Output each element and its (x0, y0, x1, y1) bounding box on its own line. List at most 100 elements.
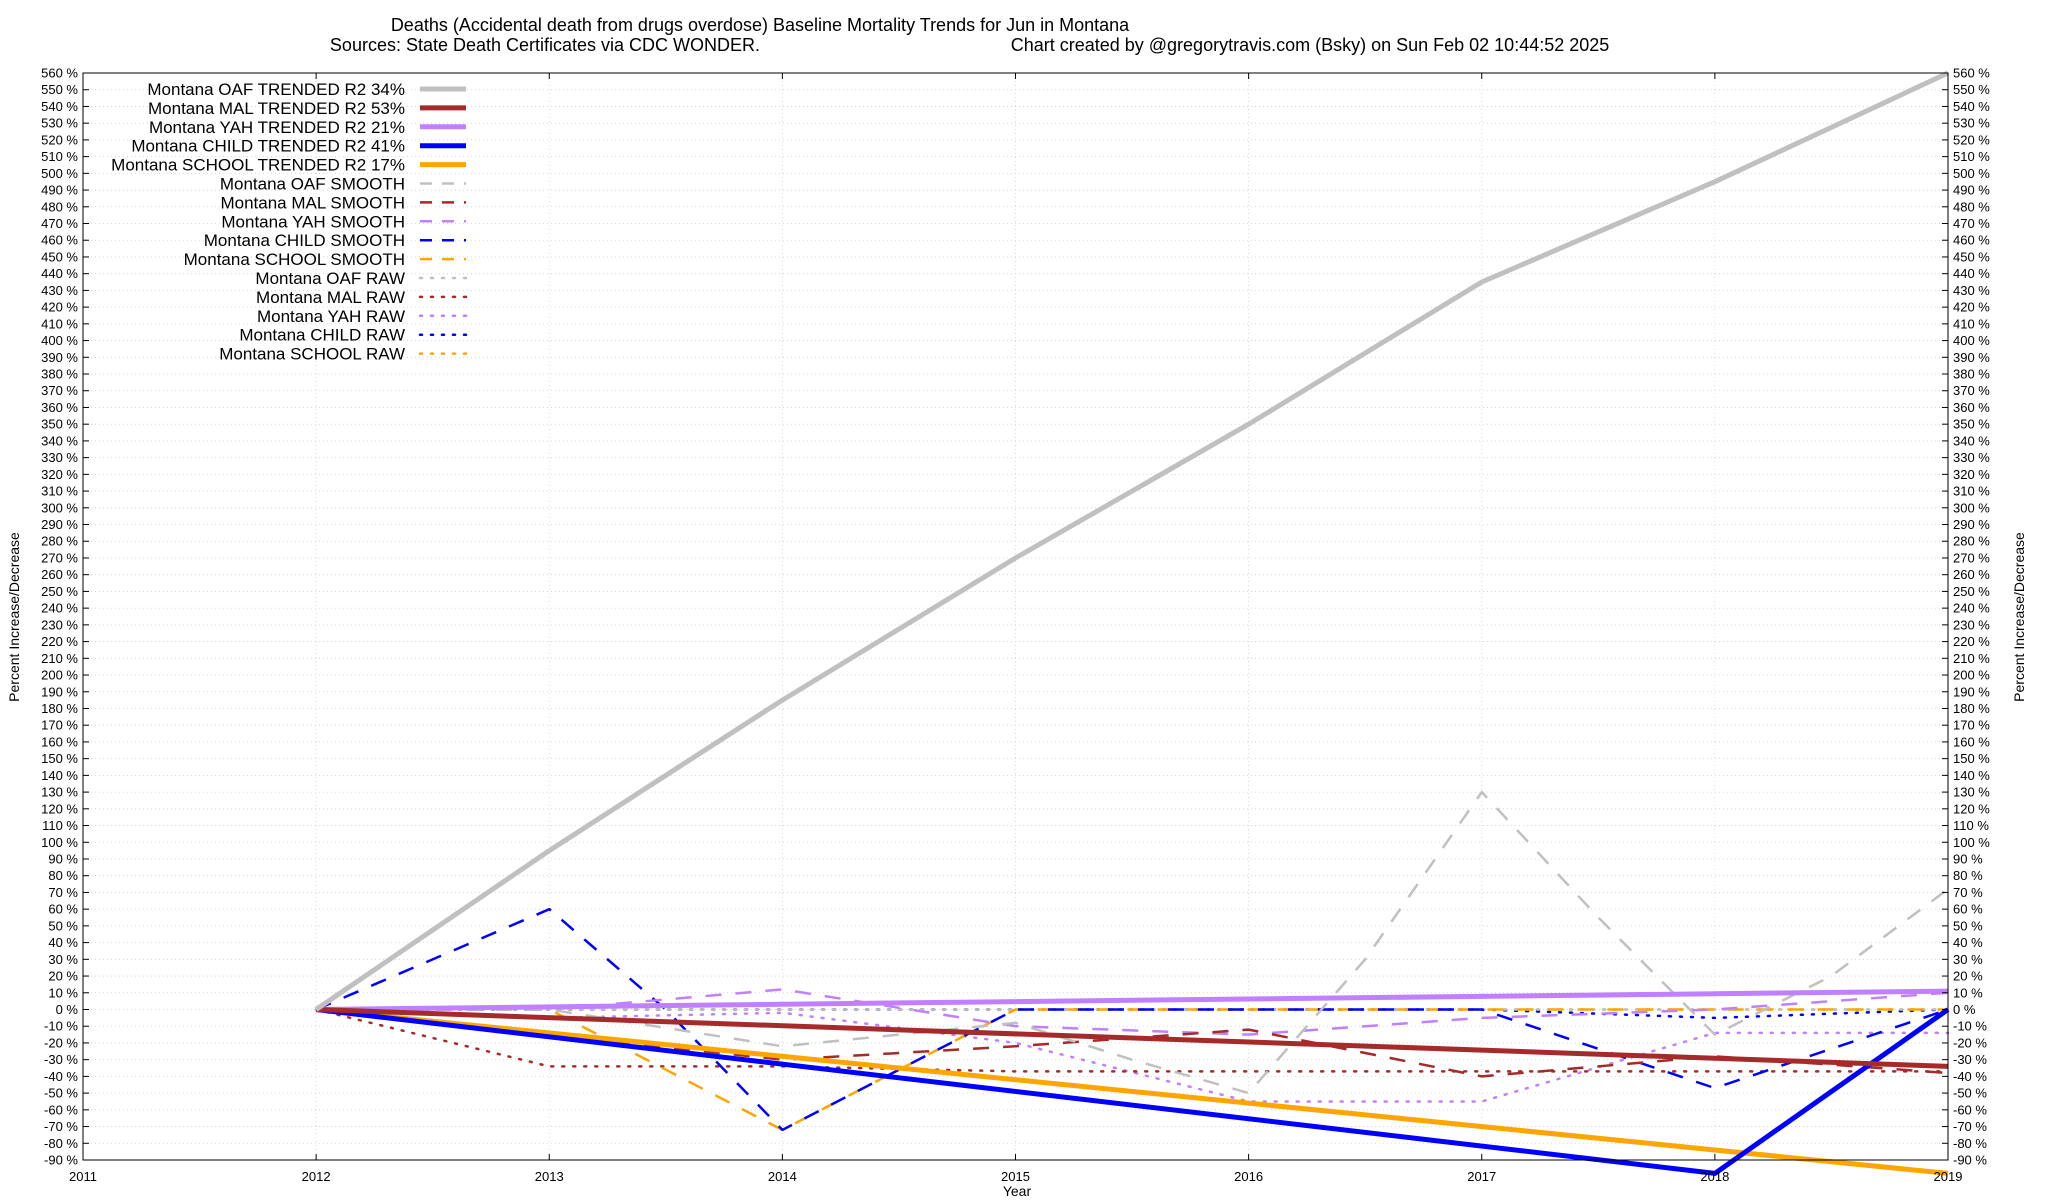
y-tick-label: 90 % (1953, 851, 1983, 866)
legend-label: Montana YAH RAW (257, 307, 405, 326)
x-tick-label: 2018 (1700, 1169, 1729, 1184)
y-tick-label: -70 % (44, 1119, 78, 1134)
y-tick-label: 560 % (1953, 66, 1990, 81)
series-line-8 (315, 907, 1949, 1132)
y-tick-label: 530 % (1953, 116, 1990, 131)
y-tick-label: 330 % (1953, 450, 1990, 465)
chart-subtitle-sources: Sources: State Death Certificates via CD… (330, 35, 760, 55)
y-axis-label-right: Percent Increase/Decrease (2011, 532, 2027, 702)
y-tick-label: 180 % (1953, 701, 1990, 716)
y-tick-label: 380 % (1953, 367, 1990, 382)
y-axis-ticks-left: -90 % -80 % -70 % -60 %-50 % -40 % -30 % -20 %… (41, 66, 89, 1168)
series-line-1 (316, 1007, 1949, 1069)
y-tick-label: 100 % (1953, 835, 1990, 850)
y-tick-label: 260 % (1953, 567, 1990, 582)
series-line-4 (315, 1007, 1949, 1176)
y-tick-label: 520 % (1953, 132, 1990, 147)
y-tick-label: 50 % (48, 918, 78, 933)
y-tick-label: 320 % (1953, 467, 1990, 482)
legend-label: Montana YAH SMOOTH (221, 212, 405, 231)
x-tick-label: 2014 (768, 1169, 797, 1184)
y-tick-label: 440 % (41, 266, 78, 281)
y-tick-label: 190 % (41, 684, 78, 699)
legend-label: Montana SCHOOL TRENDED R2 17% (111, 156, 405, 175)
y-tick-label: -50 % (44, 1086, 78, 1101)
y-tick-label: 400 % (1953, 333, 1990, 348)
y-tick-label: 460 % (41, 233, 78, 248)
legend-label: Montana YAH TRENDED R2 21% (149, 118, 405, 137)
y-tick-label: 550 % (1953, 82, 1990, 97)
y-tick-label: 240 % (1953, 601, 1990, 616)
y-tick-label: 330 % (41, 450, 78, 465)
y-tick-label: 310 % (41, 484, 78, 499)
chart-title: Deaths (Accidental death from drugs over… (391, 15, 1130, 35)
x-tick-label: 2016 (1234, 1169, 1263, 1184)
y-tick-label: 160 % (41, 734, 78, 749)
y-tick-label: 350 % (41, 417, 78, 432)
y-tick-label: 120 % (1953, 801, 1990, 816)
y-tick-label: 240 % (41, 601, 78, 616)
y-tick-label: 350 % (1953, 417, 1990, 432)
y-tick-label: 200 % (41, 668, 78, 683)
y-tick-label: 460 % (1953, 233, 1990, 248)
x-tick-label: 2019 (1934, 1169, 1963, 1184)
y-tick-label: 90 % (48, 851, 78, 866)
legend-label: Montana MAL RAW (256, 288, 405, 307)
y-tick-label: 210 % (41, 651, 78, 666)
y-tick-label: 250 % (1953, 584, 1990, 599)
y-tick-label: 390 % (41, 350, 78, 365)
y-tick-label: 80 % (1953, 868, 1983, 883)
legend-label: Montana MAL SMOOTH (220, 193, 405, 212)
x-tick-label: 2017 (1467, 1169, 1496, 1184)
y-tick-label: 280 % (41, 534, 78, 549)
y-tick-label: 220 % (41, 634, 78, 649)
series-lines (314, 70, 1950, 1176)
y-tick-label: 230 % (41, 617, 78, 632)
y-tick-label: -20 % (1953, 1035, 1987, 1050)
y-tick-label: 490 % (41, 183, 78, 198)
y-tick-label: 160 % (1953, 734, 1990, 749)
y-tick-label: 190 % (1953, 684, 1990, 699)
y-tick-label: 300 % (1953, 500, 1990, 515)
y-tick-label: 120 % (41, 801, 78, 816)
y-tick-label: 150 % (41, 751, 78, 766)
series-line-12 (314, 1008, 1950, 1103)
y-tick-label: 60 % (1953, 902, 1983, 917)
y-tick-label: 80 % (48, 868, 78, 883)
legend-label: Montana OAF SMOOTH (220, 175, 405, 194)
y-tick-label: 380 % (41, 367, 78, 382)
y-tick-label: 110 % (1953, 818, 1989, 833)
y-tick-label: 170 % (1953, 718, 1990, 733)
y-tick-label: 70 % (1953, 885, 1983, 900)
y-tick-label: 500 % (41, 166, 78, 181)
y-tick-label: -20 % (44, 1035, 78, 1050)
y-tick-label: 510 % (1953, 149, 1990, 164)
legend-label: Montana SCHOOL RAW (219, 345, 405, 364)
grid (82, 72, 1949, 1161)
y-tick-label: 430 % (41, 283, 78, 298)
y-tick-label: 500 % (1953, 166, 1990, 181)
y-tick-label: 130 % (41, 785, 78, 800)
x-tick-label: 2011 (69, 1169, 97, 1184)
y-tick-label: 420 % (1953, 300, 1990, 315)
x-axis-ticks: 2011 2012 2013 2014 2015 2016 2017 2018 2019 (69, 73, 1962, 1184)
series-line-2 (316, 988, 1949, 1012)
y-tick-label: 530 % (41, 116, 78, 131)
y-tick-label: 0 % (1953, 1002, 1976, 1017)
y-tick-label: -30 % (1953, 1052, 1987, 1067)
y-tick-label: -90 % (1953, 1153, 1987, 1168)
y-tick-label: -80 % (1953, 1136, 1987, 1151)
y-tick-label: 230 % (1953, 617, 1990, 632)
y-tick-label: 250 % (41, 584, 78, 599)
y-tick-label: -10 % (44, 1019, 78, 1034)
y-tick-label: 110 % (42, 818, 78, 833)
y-tick-label: 470 % (41, 216, 78, 231)
y-tick-label: 150 % (1953, 751, 1990, 766)
y-tick-label: 490 % (1953, 183, 1990, 198)
y-tick-label: 480 % (41, 199, 78, 214)
y-tick-label: 140 % (41, 768, 78, 783)
y-tick-label: -90 % (44, 1153, 78, 1168)
y-tick-label: 260 % (41, 567, 78, 582)
y-tick-label: 540 % (1953, 99, 1990, 114)
x-tick-label: 2013 (535, 1169, 564, 1184)
